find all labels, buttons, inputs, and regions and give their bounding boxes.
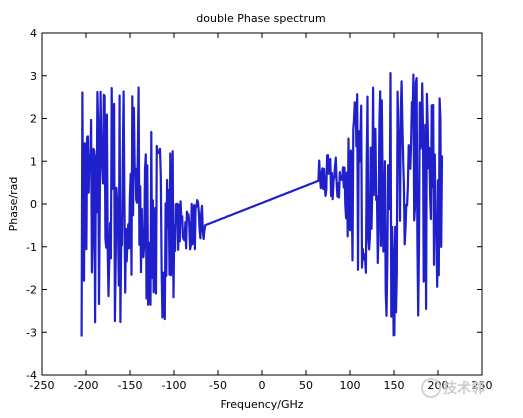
x-tick-label: -50: [209, 379, 227, 392]
y-tick-label: -3: [26, 326, 37, 339]
y-tick-label: -1: [26, 241, 37, 254]
y-tick-label: -2: [26, 284, 37, 297]
x-tick-label: 0: [259, 379, 266, 392]
x-tick-label: 50: [299, 379, 313, 392]
y-tick-label: 4: [30, 27, 37, 40]
y-tick-label: -4: [26, 369, 37, 382]
y-axis-label: Phase/rad: [7, 177, 20, 232]
y-axis: -4 -3 -2 -1 0 1 2 3 4: [26, 27, 482, 382]
x-tick-label: 100: [340, 379, 361, 392]
y-tick-label: 3: [30, 70, 37, 83]
x-tick-label: -100: [162, 379, 187, 392]
x-tick-label: -200: [74, 379, 99, 392]
x-tick-label: 200: [428, 379, 449, 392]
x-axis-label: Frequency/GHz: [220, 398, 303, 411]
series-layer: [80, 72, 444, 337]
x-tick-label: 150: [384, 379, 405, 392]
x-axis: -250 -200 -150 -100 -50 0 50 100 150 200 250: [30, 33, 493, 392]
y-tick-label: 0: [30, 198, 37, 211]
series-phase-line: [80, 72, 444, 337]
y-tick-label: 1: [30, 155, 37, 168]
x-tick-label: -250: [30, 379, 55, 392]
x-tick-label: 250: [472, 379, 493, 392]
x-tick-label: -150: [118, 379, 143, 392]
watermark-logo-icon: [421, 378, 441, 398]
chart-title: double Phase spectrum: [196, 12, 325, 25]
y-tick-label: 2: [30, 113, 37, 126]
watermark-text: 技术邻: [443, 380, 485, 397]
watermark: 技术邻: [421, 378, 485, 398]
